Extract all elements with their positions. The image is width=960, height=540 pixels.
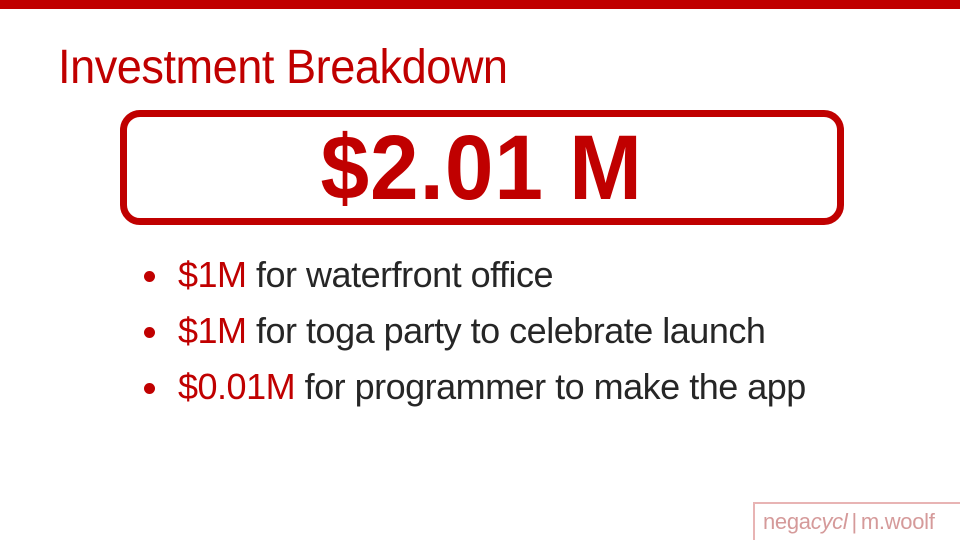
brand-name-italic: cycl bbox=[810, 509, 848, 534]
bullet-icon bbox=[144, 271, 155, 282]
bullet-amount: $1M bbox=[178, 310, 247, 351]
signature-separator: | bbox=[851, 509, 857, 534]
total-amount: $2.01 M bbox=[320, 116, 644, 219]
author-name: m.woolf bbox=[860, 509, 935, 534]
bullet-text: for waterfront office bbox=[246, 254, 554, 295]
author-signature: nega cycl | m.woolf bbox=[753, 502, 960, 540]
bullet-amount: $0.01M bbox=[178, 366, 296, 407]
bullet-text: for programmer to make the app bbox=[295, 366, 807, 407]
bullet-text: for toga party to celebrate launch bbox=[246, 310, 766, 351]
slide-title: Investment Breakdown bbox=[58, 41, 508, 94]
list-item: $0.01M for programmer to make the app bbox=[140, 362, 860, 412]
list-item: $1M for waterfront office bbox=[140, 250, 860, 300]
top-accent-bar bbox=[0, 0, 960, 9]
bullet-icon bbox=[144, 327, 155, 338]
bullet-list: $1M for waterfront office $1M for toga p… bbox=[140, 250, 860, 418]
bullet-amount: $1M bbox=[178, 254, 247, 295]
total-amount-box: $2.01 M bbox=[120, 110, 844, 225]
list-item: $1M for toga party to celebrate launch bbox=[140, 306, 860, 356]
bullet-icon bbox=[144, 383, 155, 394]
brand-name: nega bbox=[763, 509, 811, 534]
